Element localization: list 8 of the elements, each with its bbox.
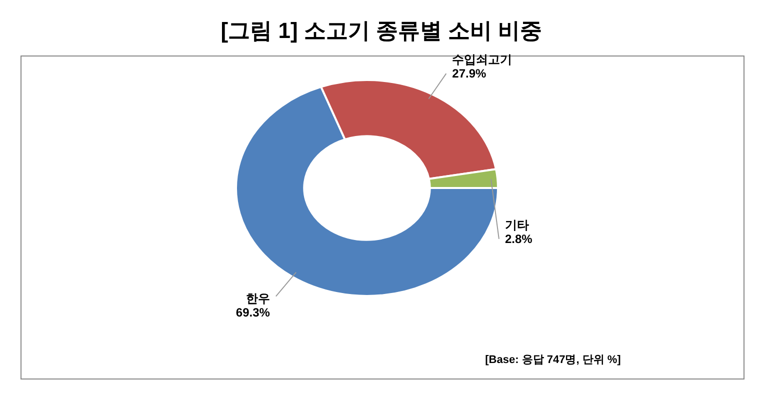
slice-label: 한우 — [246, 291, 270, 306]
chart-title: [그림 1] 소고기 종류별 소비 비중 — [220, 18, 542, 43]
data-label: 27.9% — [452, 66, 487, 81]
slice-label: 기타 — [504, 218, 529, 232]
text: [Base: 응답 747명, 단위 %] — [485, 354, 622, 366]
data-label: 2.8% — [504, 232, 533, 246]
slice-label: 수입쇠고기 — [452, 52, 512, 67]
data-label: 69.3% — [236, 305, 270, 320]
